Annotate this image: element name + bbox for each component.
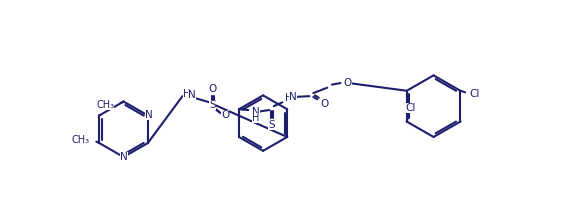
Text: O: O (209, 84, 217, 94)
Text: Cl: Cl (469, 89, 480, 99)
Text: H: H (184, 89, 191, 99)
Text: S: S (268, 120, 275, 130)
Text: O: O (221, 110, 229, 120)
Text: N: N (188, 90, 196, 100)
Text: S: S (209, 100, 216, 110)
Text: CH₃: CH₃ (96, 100, 115, 110)
Text: H: H (285, 93, 293, 103)
Text: Cl: Cl (405, 103, 416, 113)
Text: N: N (289, 92, 297, 102)
Text: O: O (343, 78, 352, 88)
Text: N: N (252, 107, 260, 116)
Text: N: N (145, 110, 153, 120)
Text: CH₃: CH₃ (72, 135, 90, 145)
Text: O: O (321, 99, 329, 109)
Text: H: H (252, 114, 260, 123)
Text: N: N (120, 152, 128, 162)
